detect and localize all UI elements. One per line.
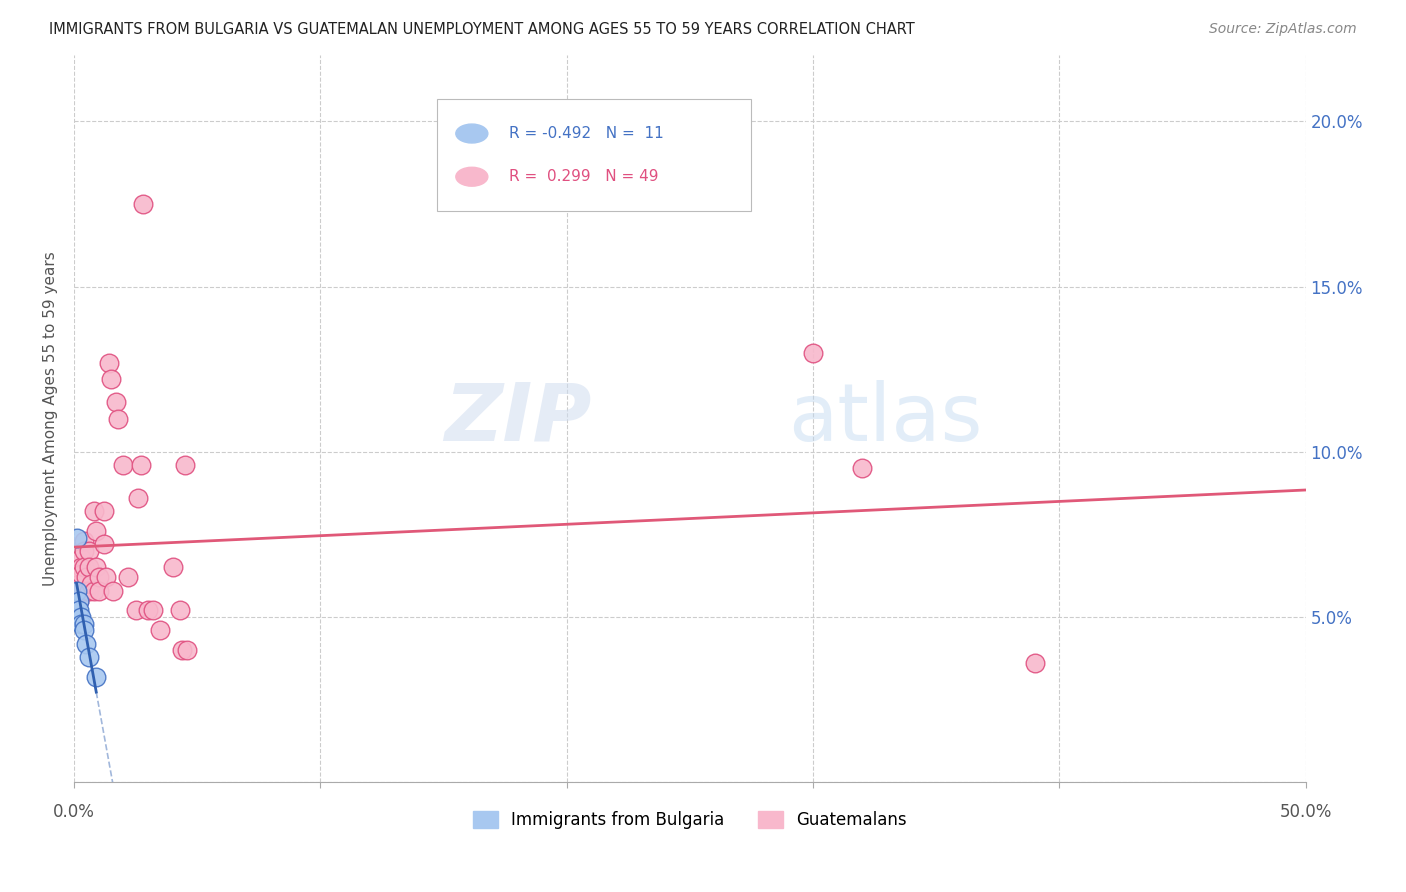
Point xyxy=(73,534,96,549)
Point xyxy=(169,603,191,617)
Point xyxy=(84,669,107,683)
Point xyxy=(174,458,197,472)
Point xyxy=(75,583,97,598)
Text: R = -0.492   N =  11: R = -0.492 N = 11 xyxy=(509,126,664,141)
Point xyxy=(70,550,93,565)
Point xyxy=(1024,657,1046,671)
Text: atlas: atlas xyxy=(789,380,983,458)
Point xyxy=(67,593,90,607)
Point xyxy=(65,531,87,545)
Point xyxy=(176,643,198,657)
Point xyxy=(65,583,87,598)
Circle shape xyxy=(456,168,488,186)
Point xyxy=(112,458,135,472)
Point xyxy=(94,570,117,584)
Point xyxy=(162,560,184,574)
Point xyxy=(142,603,165,617)
Y-axis label: Unemployment Among Ages 55 to 59 years: Unemployment Among Ages 55 to 59 years xyxy=(44,252,58,586)
Point xyxy=(87,570,110,584)
Point xyxy=(100,372,122,386)
Point xyxy=(172,643,194,657)
Point xyxy=(97,355,120,369)
Point xyxy=(75,570,97,584)
Point xyxy=(124,603,146,617)
Point xyxy=(70,616,93,631)
Point xyxy=(73,624,96,638)
Point xyxy=(117,570,139,584)
Point xyxy=(77,649,100,664)
Point xyxy=(67,603,90,617)
Point xyxy=(851,461,873,475)
Point xyxy=(77,560,100,574)
Point xyxy=(83,504,105,518)
Point xyxy=(83,583,105,598)
FancyBboxPatch shape xyxy=(437,99,751,211)
Point xyxy=(80,577,103,591)
Point xyxy=(73,544,96,558)
Point xyxy=(73,560,96,574)
Point xyxy=(65,567,87,582)
Point xyxy=(103,583,125,598)
Legend: Immigrants from Bulgaria, Guatemalans: Immigrants from Bulgaria, Guatemalans xyxy=(467,805,914,836)
Point xyxy=(127,491,149,505)
Point xyxy=(77,544,100,558)
Text: 50.0%: 50.0% xyxy=(1279,803,1331,821)
Point xyxy=(801,345,824,359)
Point xyxy=(67,577,90,591)
Point xyxy=(77,583,100,598)
Text: 0.0%: 0.0% xyxy=(53,803,96,821)
Point xyxy=(136,603,159,617)
Point xyxy=(70,567,93,582)
Point xyxy=(149,624,172,638)
Text: Source: ZipAtlas.com: Source: ZipAtlas.com xyxy=(1209,22,1357,37)
Point xyxy=(87,583,110,598)
Point xyxy=(107,411,129,425)
Point xyxy=(93,504,115,518)
Point xyxy=(67,593,90,607)
Point xyxy=(75,636,97,650)
Point xyxy=(84,524,107,538)
Point xyxy=(93,537,115,551)
Text: ZIP: ZIP xyxy=(444,380,592,458)
Point xyxy=(65,583,87,598)
Point xyxy=(84,560,107,574)
Point xyxy=(132,197,155,211)
Text: R =  0.299   N = 49: R = 0.299 N = 49 xyxy=(509,169,658,185)
Point xyxy=(70,610,93,624)
Text: IMMIGRANTS FROM BULGARIA VS GUATEMALAN UNEMPLOYMENT AMONG AGES 55 TO 59 YEARS CO: IMMIGRANTS FROM BULGARIA VS GUATEMALAN U… xyxy=(49,22,915,37)
Point xyxy=(70,560,93,574)
Point xyxy=(65,593,87,607)
Point xyxy=(67,583,90,598)
Point xyxy=(104,395,127,409)
Circle shape xyxy=(456,124,488,143)
Point xyxy=(73,616,96,631)
Point xyxy=(129,458,152,472)
